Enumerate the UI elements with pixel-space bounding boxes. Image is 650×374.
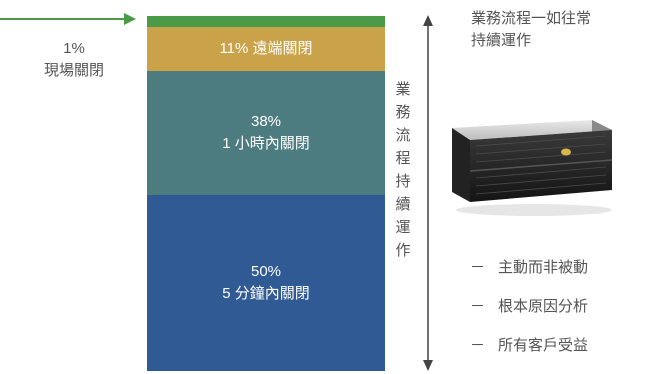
dash-marker: － — [470, 298, 486, 315]
onsite-closure-text: 現場關閉 — [43, 62, 104, 79]
vertical-char: 運 — [395, 219, 411, 236]
vertical-char: 流 — [395, 127, 411, 144]
closure-stacked-bar: 11% 遠端關閉 38% 1 小時內關閉 50% 5 分鐘內關閉 — [147, 16, 385, 371]
vertical-char: 持 — [395, 173, 411, 190]
onsite-closure-label: 1% 現場關閉 — [10, 38, 138, 82]
vertical-char: 作 — [395, 242, 411, 259]
segment-five-minute: 50% 5 分鐘內關閉 — [147, 195, 385, 371]
benefits-list: － 主動而非被動 － 根本原因分析 － 所有客戶受益 — [470, 257, 650, 374]
segment-remote-label: 11% 遠端關閉 — [219, 40, 313, 57]
segment-one-hour: 38% 1 小時內關閉 — [147, 71, 385, 195]
list-item: － 主動而非被動 — [470, 257, 650, 279]
segment-one-hour-label: 1 小時內關閉 — [222, 135, 310, 152]
segment-five-minute-percent: 50% — [250, 263, 282, 280]
segment-remote: 11% 遠端關閉 — [147, 27, 385, 71]
segment-one-hour-percent: 38% — [250, 113, 282, 130]
list-item-text: 主動而非被動 — [498, 259, 589, 276]
vertical-char: 程 — [395, 150, 411, 167]
segment-five-minute-label: 5 分鐘內關閉 — [222, 285, 310, 302]
list-item-text: 根本原因分析 — [498, 298, 589, 315]
business-as-usual-line1: 業務流程一如往常 — [471, 10, 592, 27]
vertical-char: 業 — [395, 81, 411, 98]
business-as-usual-line2: 持續運作 — [471, 32, 532, 49]
vertical-char: 務 — [395, 104, 411, 121]
double-arrow-icon — [423, 15, 433, 371]
business-continuity-vertical-label: 業 務 流 程 持 續 運 作 — [392, 78, 414, 262]
dash-marker: － — [470, 259, 486, 276]
vertical-char: 續 — [395, 196, 411, 213]
dash-marker: － — [470, 337, 486, 354]
list-item: － 所有客戶受益 — [470, 335, 650, 357]
onsite-closure-percent: 1% — [63, 40, 85, 57]
pointer-arrow — [0, 13, 136, 25]
list-item: － 根本原因分析 — [470, 296, 650, 318]
storage-server-image — [452, 120, 613, 216]
business-as-usual-text: 業務流程一如往常 持續運作 — [471, 8, 646, 52]
segment-onsite — [147, 16, 385, 27]
list-item-text: 所有客戶受益 — [498, 337, 589, 354]
